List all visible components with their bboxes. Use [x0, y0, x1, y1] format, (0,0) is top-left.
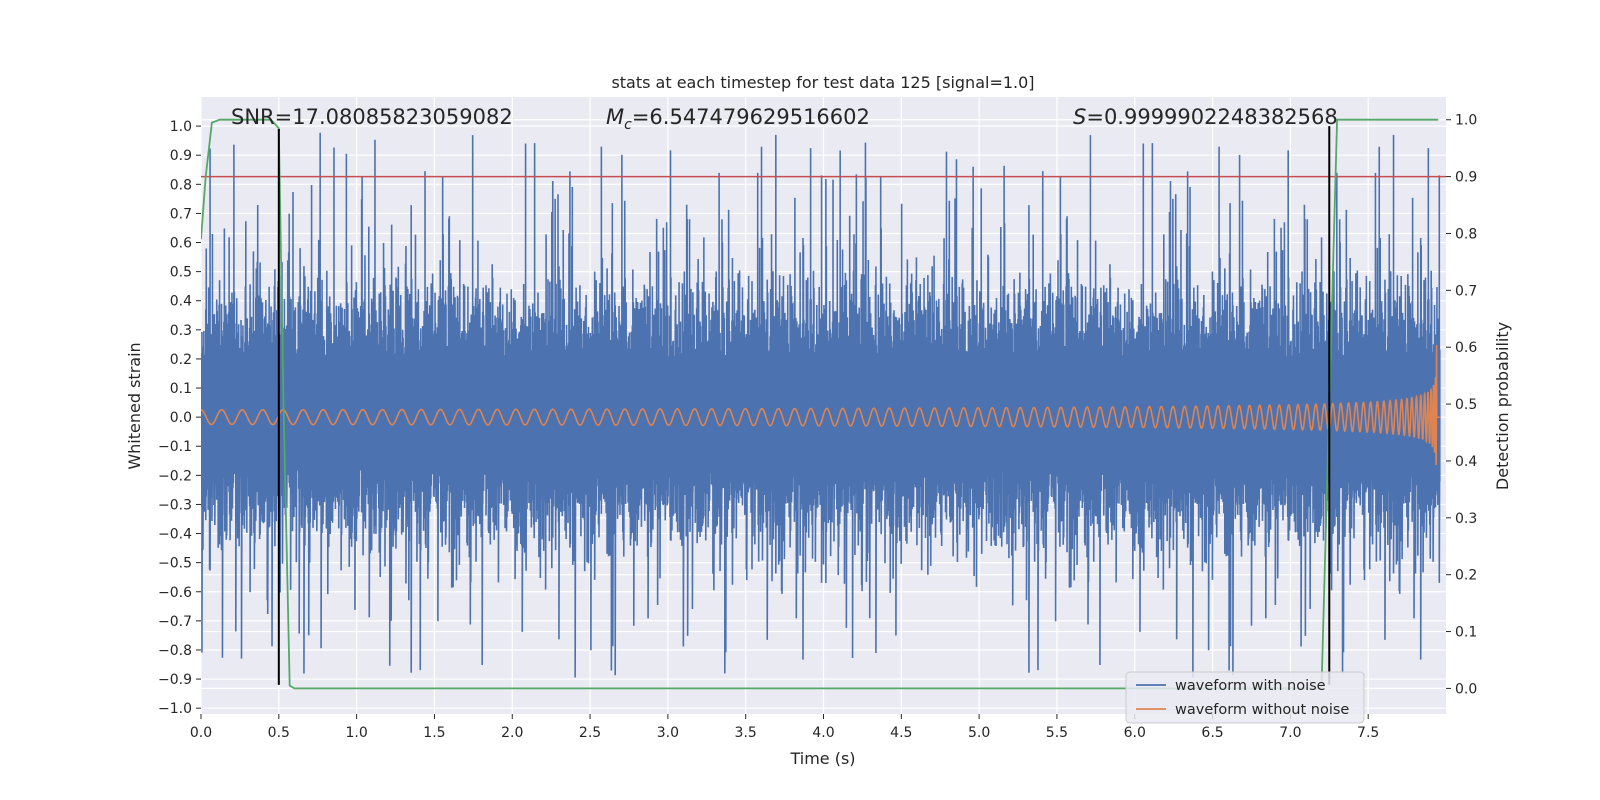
- y-left-tick-label: 0.6: [170, 236, 192, 252]
- y-right-tick-label: 0.3: [1455, 511, 1477, 527]
- y-left-tick-label: 1.0: [170, 119, 192, 135]
- snr-annotation: SNR=17.08085823059082: [231, 105, 513, 129]
- y-left-tick-label: −0.1: [158, 439, 192, 455]
- y-left-tick-label: 0.3: [170, 323, 192, 339]
- score-symbol: S: [1073, 105, 1086, 129]
- legend: waveform with noise waveform without noi…: [1125, 671, 1365, 724]
- y-left-tick-label: −0.7: [158, 614, 192, 630]
- x-tick-label: 3.0: [657, 725, 679, 741]
- y-left-tick-label: −0.5: [158, 556, 192, 572]
- chirp-mass-value: =6.547479629516602: [632, 105, 870, 129]
- x-axis-label: Time (s): [789, 749, 855, 768]
- chirp-mass-subscript: c: [624, 117, 632, 133]
- right-y-axis-ticks: 0.0 0.1 0.2 0.3 0.4 0.5 0.6 0.7 0.8 0.9 1.0: [1446, 113, 1477, 697]
- y-left-tick-label: −0.3: [158, 497, 192, 513]
- y-right-tick-label: 0.6: [1455, 340, 1477, 356]
- y-left-tick-label: 0.9: [170, 148, 192, 164]
- x-tick-label: 5.5: [1046, 725, 1068, 741]
- x-tick-label: 1.5: [423, 725, 445, 741]
- x-tick-label: 3.5: [735, 725, 757, 741]
- chirp-mass-symbol: M: [606, 105, 624, 129]
- series-waveform-without-noise: [201, 345, 1440, 466]
- x-tick-label: 6.5: [1201, 725, 1223, 741]
- x-tick-label: 0.5: [268, 725, 290, 741]
- y-right-tick-label: 0.0: [1455, 681, 1477, 697]
- y-right-tick-label: 0.2: [1455, 568, 1477, 584]
- y-right-tick-label: 0.7: [1455, 283, 1477, 299]
- x-tick-label: 6.0: [1124, 725, 1146, 741]
- y-left-tick-label: 0.8: [170, 177, 192, 193]
- series-waveform-with-noise: [201, 132, 1441, 678]
- y-left-tick-label: 0.2: [170, 352, 192, 368]
- y-left-tick-label: 0.1: [170, 381, 192, 397]
- y-right-tick-label: 0.5: [1455, 397, 1477, 413]
- x-axis-ticks: 0.0 0.5 1.0 1.5 2.0 2.5 3.0 3.5 4.0 4.5 5.0 5.5 6.0 6…: [190, 714, 1379, 741]
- x-tick-label: 0.0: [190, 725, 212, 741]
- y-left-tick-label: 0.7: [170, 206, 192, 222]
- x-tick-label: 4.0: [812, 725, 834, 741]
- y-left-tick-label: 0.5: [170, 265, 192, 281]
- x-tick-label: 7.5: [1357, 725, 1379, 741]
- x-tick-label: 2.5: [579, 725, 601, 741]
- y-right-tick-label: 1.0: [1455, 113, 1477, 129]
- chirp-mass-annotation: Mc=6.547479629516602: [606, 105, 870, 133]
- y-left-tick-label: 0.0: [170, 410, 192, 426]
- score-annotation: S=0.9999902248382568: [1073, 105, 1338, 129]
- left-y-axis-ticks: −1.0 −0.9 −0.8 −0.7 −0.6 −0.5 −0.4 −0.3 −0.2 −0.1…: [158, 119, 201, 717]
- legend-label-noise: waveform with noise: [1175, 678, 1326, 694]
- x-tick-label: 2.0: [501, 725, 523, 741]
- y-left-tick-label: −0.9: [158, 672, 192, 688]
- y-right-tick-label: 0.8: [1455, 226, 1477, 242]
- x-tick-label: 1.0: [345, 725, 367, 741]
- legend-label-clean: waveform without noise: [1175, 702, 1349, 718]
- x-tick-label: 4.5: [890, 725, 912, 741]
- legend-box: [1125, 671, 1365, 724]
- event-vlines: [277, 126, 1331, 685]
- y-right-tick-label: 0.4: [1455, 454, 1477, 470]
- y-left-tick-label: −0.8: [158, 643, 192, 659]
- y-right-tick-label: 0.1: [1455, 625, 1477, 641]
- y-right-tick-label: 0.9: [1455, 170, 1477, 186]
- left-y-axis-label: Whitened strain: [125, 342, 144, 469]
- y-left-tick-label: −0.2: [158, 468, 192, 484]
- chart-title: stats at each timestep for test data 125…: [611, 73, 1034, 92]
- right-y-axis-label: Detection probability: [1493, 322, 1512, 490]
- x-tick-label: 5.0: [968, 725, 990, 741]
- y-left-tick-label: −1.0: [158, 701, 192, 717]
- y-left-tick-label: −0.4: [158, 527, 192, 543]
- y-left-tick-label: −0.6: [158, 585, 192, 601]
- x-tick-label: 7.0: [1279, 725, 1301, 741]
- y-left-tick-label: 0.4: [170, 294, 192, 310]
- score-value: =0.9999902248382568: [1086, 105, 1337, 129]
